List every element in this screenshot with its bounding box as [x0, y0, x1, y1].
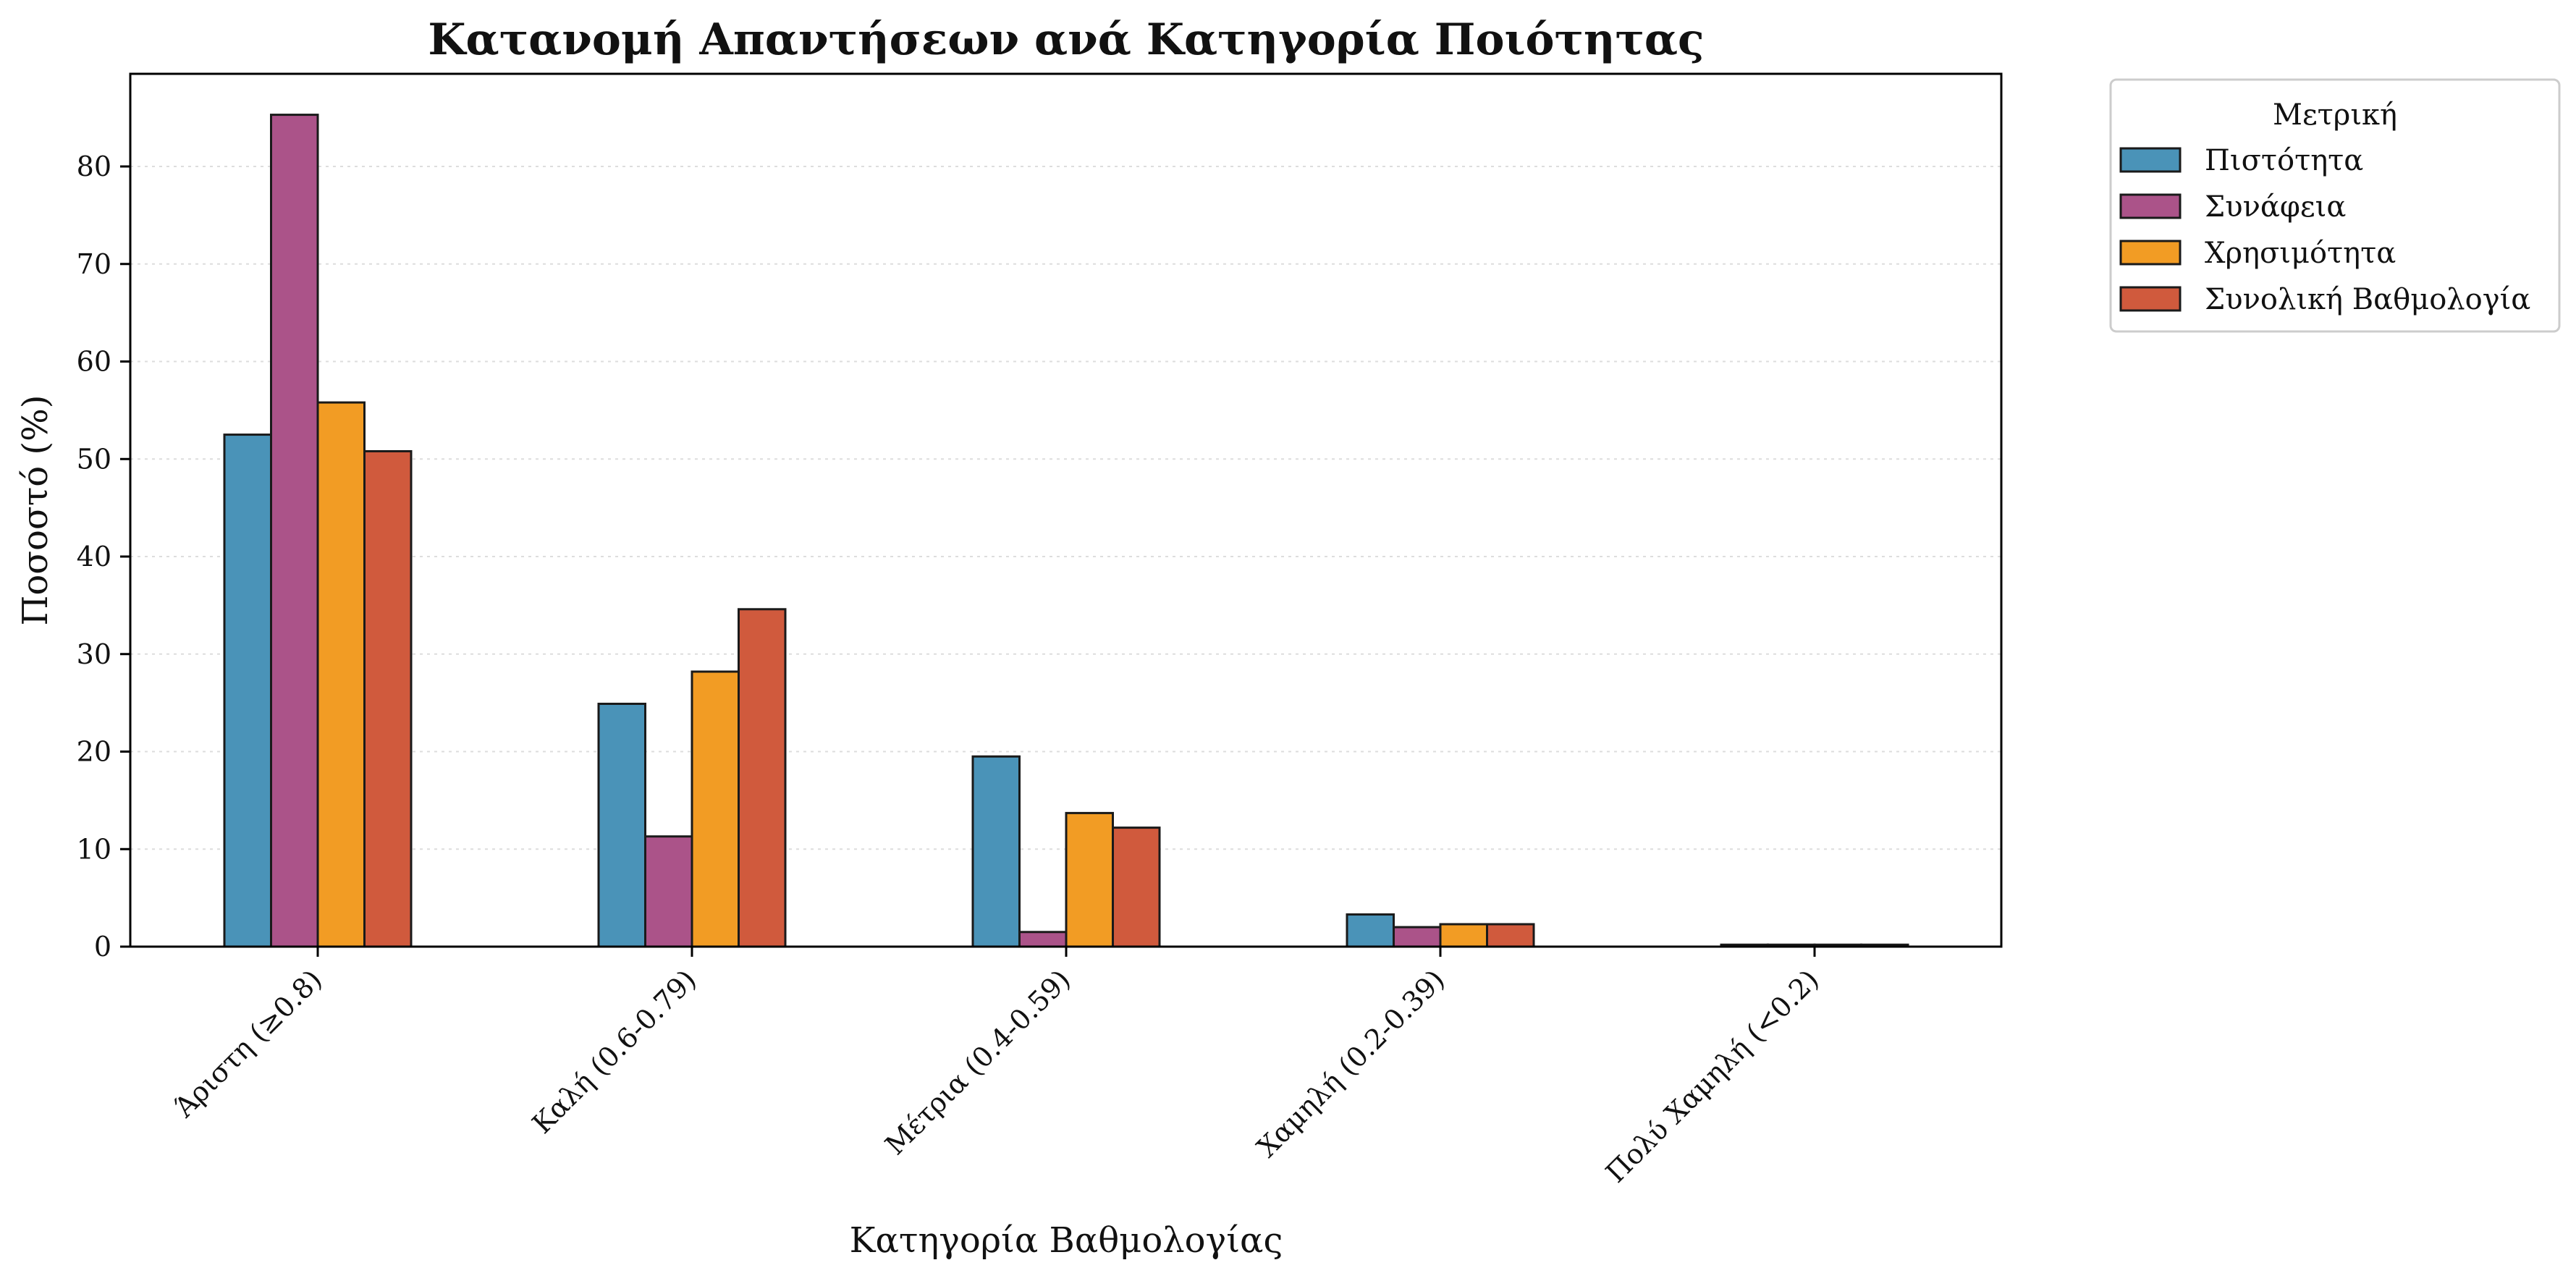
y-tick-label: 60: [77, 346, 111, 378]
legend-entry: Χρησιμότητα: [2205, 237, 2396, 270]
bar: [644, 835, 693, 948]
x-tick-label: Μέτρια (0.4-0.59): [879, 963, 1076, 1161]
bar: [1486, 923, 1535, 948]
y-tick-label: 50: [77, 443, 111, 475]
y-tick-label: 80: [77, 151, 111, 182]
y-tick-label: 0: [94, 931, 111, 963]
bar: [1018, 931, 1068, 948]
y-axis-label: Ποσοστό (%): [15, 395, 56, 626]
y-axis: 0 10 20 30 40 50 60 70 80: [77, 151, 130, 963]
x-tick-label: Χαμηλή (0.2-0.39): [1251, 963, 1450, 1163]
legend: Μετρική Πιστότητα Συνάφεια Χρησιμότητα Συνο…: [2109, 78, 2561, 333]
legend-title: Μετρική: [2273, 98, 2397, 132]
y-tick-label: 10: [77, 833, 111, 865]
y-tick-label: 30: [77, 638, 111, 670]
legend-swatch: [2119, 147, 2182, 173]
legend-box: [2109, 78, 2561, 333]
x-axis-label: Κατηγορία Βαθμολογίας: [850, 1220, 1283, 1261]
bar: [597, 702, 646, 948]
bars: [223, 114, 1909, 948]
bar: [1439, 923, 1488, 948]
bar: [1112, 826, 1161, 948]
bar: [363, 449, 413, 948]
bar: [971, 755, 1021, 948]
y-tick-label: 20: [77, 736, 111, 768]
bar: [223, 434, 272, 948]
bar: [1346, 913, 1395, 948]
x-axis: Άριστη (≥0.8) Καλή (0.6-0.79) Μέτρια (0.4-…: [168, 947, 1825, 1189]
x-tick-label: Καλή (0.6-0.79): [526, 963, 703, 1140]
bar: [691, 670, 740, 948]
x-tick-label: Πολύ Χαμηλή (<0.2): [1600, 963, 1825, 1188]
legend-entry: Συνάφεια: [2205, 190, 2346, 224]
legend-entry: Συνολική Βαθμολογία: [2205, 283, 2530, 316]
legend-swatch: [2119, 240, 2182, 266]
y-tick-label: 70: [77, 248, 111, 280]
legend-swatch: [2119, 193, 2182, 219]
bar: [1065, 811, 1114, 948]
legend-entry: Πιστότητα: [2205, 144, 2363, 177]
y-tick-label: 40: [77, 541, 111, 572]
bar: [270, 114, 319, 948]
x-tick-label: Άριστη (≥0.8): [168, 963, 329, 1124]
bar: [738, 608, 787, 948]
bar: [316, 401, 366, 948]
legend-swatch: [2119, 286, 2182, 312]
bar: [1393, 926, 1442, 948]
chart-title: Κατανομή Απαντήσεων ανά Κατηγορία Ποιότη…: [428, 14, 1704, 65]
